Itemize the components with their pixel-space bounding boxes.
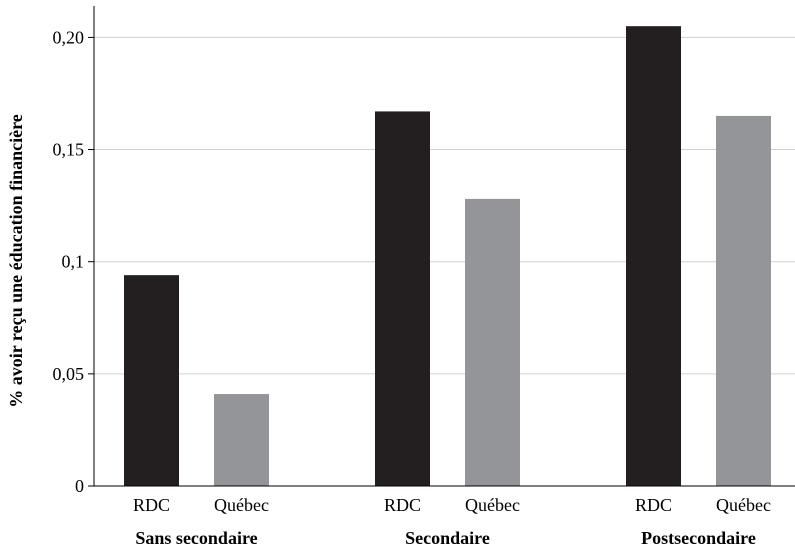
x-tick-label: Québec	[214, 495, 269, 515]
group-label: Sans secondaire	[135, 528, 257, 548]
gridlines	[94, 36, 795, 375]
y-tick-label: 0,1	[62, 252, 85, 272]
group-labels: Sans secondaire Secondaire Postsecondaire	[135, 528, 755, 548]
x-tick-label: Québec	[465, 495, 520, 515]
x-tick-label: RDC	[384, 495, 421, 515]
y-tick-label: 0	[75, 476, 84, 496]
y-axis-label: % avoir reçu une éducation financière	[6, 114, 26, 407]
y-tick-label: 0,20	[53, 27, 85, 47]
x-tick-label: RDC	[635, 495, 672, 515]
x-tick-label: Québec	[716, 495, 771, 515]
group-label: Secondaire	[405, 528, 490, 548]
x-tick-labels: RDC Québec RDC Québec RDC Québec	[133, 495, 771, 515]
y-tick-labels: 0 0,05 0,1 0,15 0,20	[53, 27, 94, 496]
y-tick-label: 0,15	[53, 140, 85, 160]
bar	[626, 26, 681, 486]
bar	[716, 115, 771, 486]
x-tick-label: RDC	[133, 495, 170, 515]
group-label: Postsecondaire	[641, 528, 756, 548]
bar	[214, 394, 269, 486]
bars	[124, 26, 771, 486]
bar	[375, 111, 430, 486]
bar	[465, 198, 520, 486]
bar	[124, 275, 179, 486]
y-tick-label: 0,05	[53, 364, 85, 384]
